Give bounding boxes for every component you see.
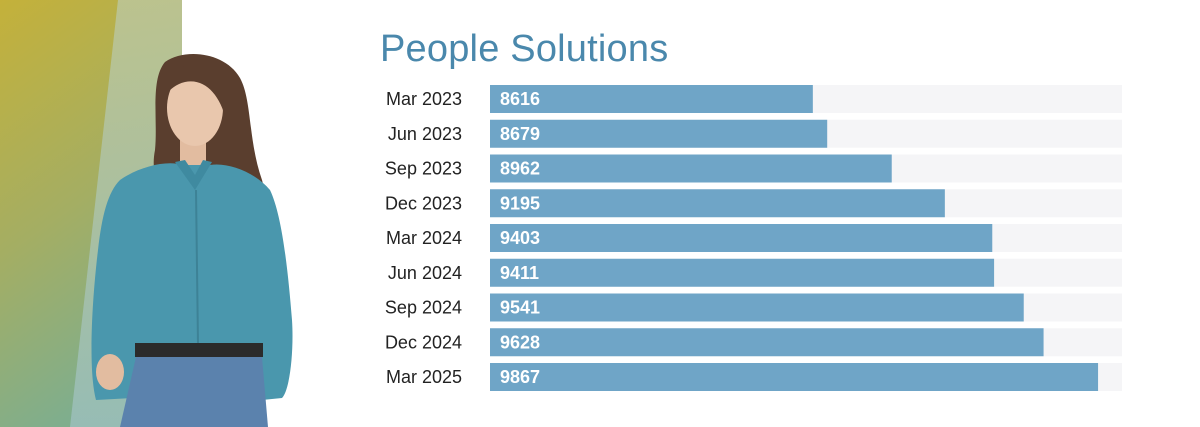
bar bbox=[490, 189, 945, 218]
bar bbox=[490, 224, 993, 252]
bar-chart: Mar 2023 8616 Jun 2023 8679 Sep 2023 8962 Dec … bbox=[385, 85, 1122, 391]
bar bbox=[490, 293, 1024, 322]
bar bbox=[490, 119, 828, 148]
category-label: Mar 2025 bbox=[386, 367, 462, 387]
value-label: 9411 bbox=[500, 263, 539, 283]
bar bbox=[490, 328, 1044, 357]
chart-title: People Solutions bbox=[380, 28, 669, 70]
bar bbox=[490, 154, 892, 183]
category-label: Dec 2023 bbox=[385, 193, 462, 213]
value-label: 9403 bbox=[500, 228, 540, 248]
bar bbox=[490, 258, 995, 287]
value-label: 8616 bbox=[500, 89, 540, 109]
value-label: 8679 bbox=[500, 124, 540, 144]
category-label: Mar 2023 bbox=[386, 89, 462, 109]
bar bbox=[490, 85, 813, 113]
value-label: 8962 bbox=[500, 159, 540, 179]
bar bbox=[490, 363, 1099, 391]
category-label: Sep 2023 bbox=[385, 159, 462, 179]
category-label: Dec 2024 bbox=[385, 332, 462, 352]
category-label: Jun 2023 bbox=[388, 124, 462, 144]
category-label: Sep 2024 bbox=[385, 298, 462, 318]
value-label: 9628 bbox=[500, 332, 540, 352]
value-label: 9541 bbox=[500, 298, 540, 318]
category-label: Jun 2024 bbox=[388, 263, 462, 283]
value-label: 9195 bbox=[500, 193, 540, 213]
person-photo-icon bbox=[91, 54, 293, 427]
category-label: Mar 2024 bbox=[386, 228, 462, 248]
value-label: 9867 bbox=[500, 367, 540, 387]
